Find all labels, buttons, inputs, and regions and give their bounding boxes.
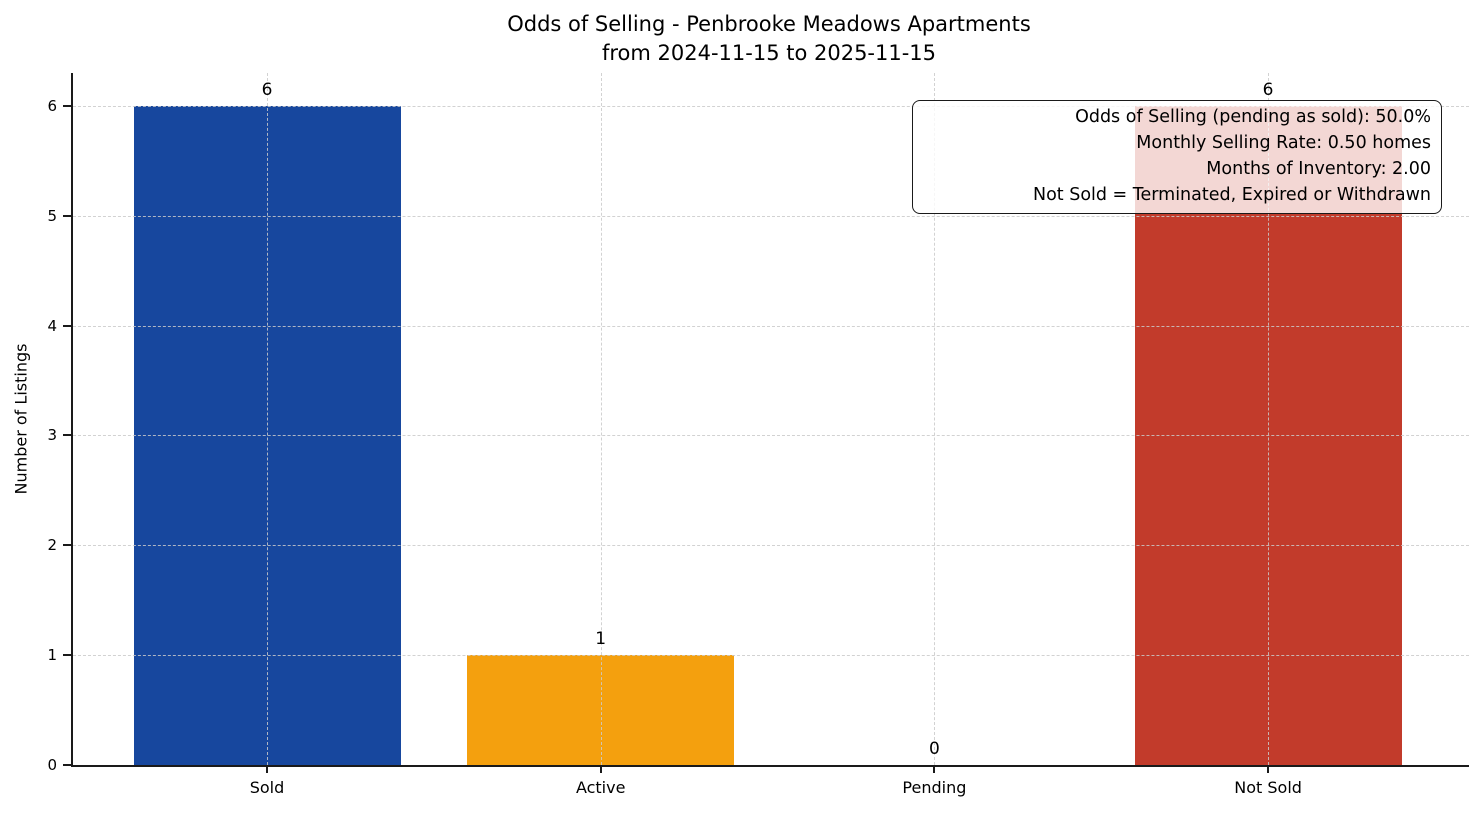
bar-value-label-not-sold: 6 — [1262, 79, 1274, 100]
v-gridline — [600, 73, 602, 765]
y-axis-label: Number of Listings — [11, 343, 31, 495]
chart-title: Odds of Selling - Penbrooke Meadows Apar… — [71, 10, 1467, 68]
h-gridline — [73, 435, 1469, 437]
annotation-months-of-inventory: Months of Inventory: 2.00 — [1206, 159, 1431, 179]
y-tick — [63, 214, 71, 217]
chart-title-line1: Odds of Selling - Penbrooke Meadows Apar… — [507, 12, 1031, 36]
plot-area: 0 1 2 3 4 5 6 Sold 6 Active 1 Pending 0 Not Sold 6 — [47, 73, 1469, 797]
y-tick-label: 4 — [47, 316, 57, 335]
y-tick-label: 1 — [47, 646, 57, 665]
x-tick — [1267, 765, 1270, 773]
v-gridline — [934, 73, 936, 765]
x-tick — [599, 765, 602, 773]
x-tick-label-not-sold: Not Sold — [1234, 778, 1302, 797]
bar-value-label-pending: 0 — [928, 739, 940, 759]
y-tick — [63, 104, 71, 107]
y-tick-label: 3 — [47, 426, 57, 445]
y-tick-label: 0 — [47, 756, 57, 774]
x-tick-label-active: Active — [575, 778, 626, 797]
h-gridline — [73, 105, 1469, 107]
y-tick — [63, 544, 71, 547]
chart-title-line2: from 2024-11-15 to 2025-11-15 — [601, 41, 937, 65]
bar-value-label-active: 1 — [595, 629, 607, 650]
annotation-odds-of-selling: Odds of Selling (pending as sold): 50.0% — [1075, 107, 1431, 127]
stats-annotation-box: Odds of Selling (pending as sold): 50.0%… — [912, 100, 1442, 214]
h-gridline — [73, 325, 1469, 327]
h-gridline — [73, 215, 1469, 217]
y-tick — [63, 434, 71, 437]
h-gridline — [73, 545, 1469, 547]
bar-value-label-sold: 6 — [261, 79, 273, 100]
y-tick-label: 2 — [47, 536, 57, 555]
y-tick-label: 6 — [47, 96, 57, 115]
annotation-not-sold-definition: Not Sold = Terminated, Expired or Withdr… — [1032, 185, 1431, 205]
y-tick-label: 5 — [47, 206, 57, 225]
annotation-monthly-selling-rate: Monthly Selling Rate: 0.50 homes — [1136, 133, 1431, 153]
x-tick — [933, 765, 936, 773]
x-tick — [266, 765, 268, 773]
y-tick — [63, 654, 71, 657]
x-tick-label-sold: Sold — [249, 778, 285, 797]
v-gridline — [267, 73, 268, 765]
x-tick-label-pending: Pending — [902, 778, 967, 797]
y-tick — [63, 764, 71, 766]
y-tick — [63, 324, 71, 327]
h-gridline — [73, 655, 1469, 657]
v-gridline — [1268, 73, 1270, 765]
